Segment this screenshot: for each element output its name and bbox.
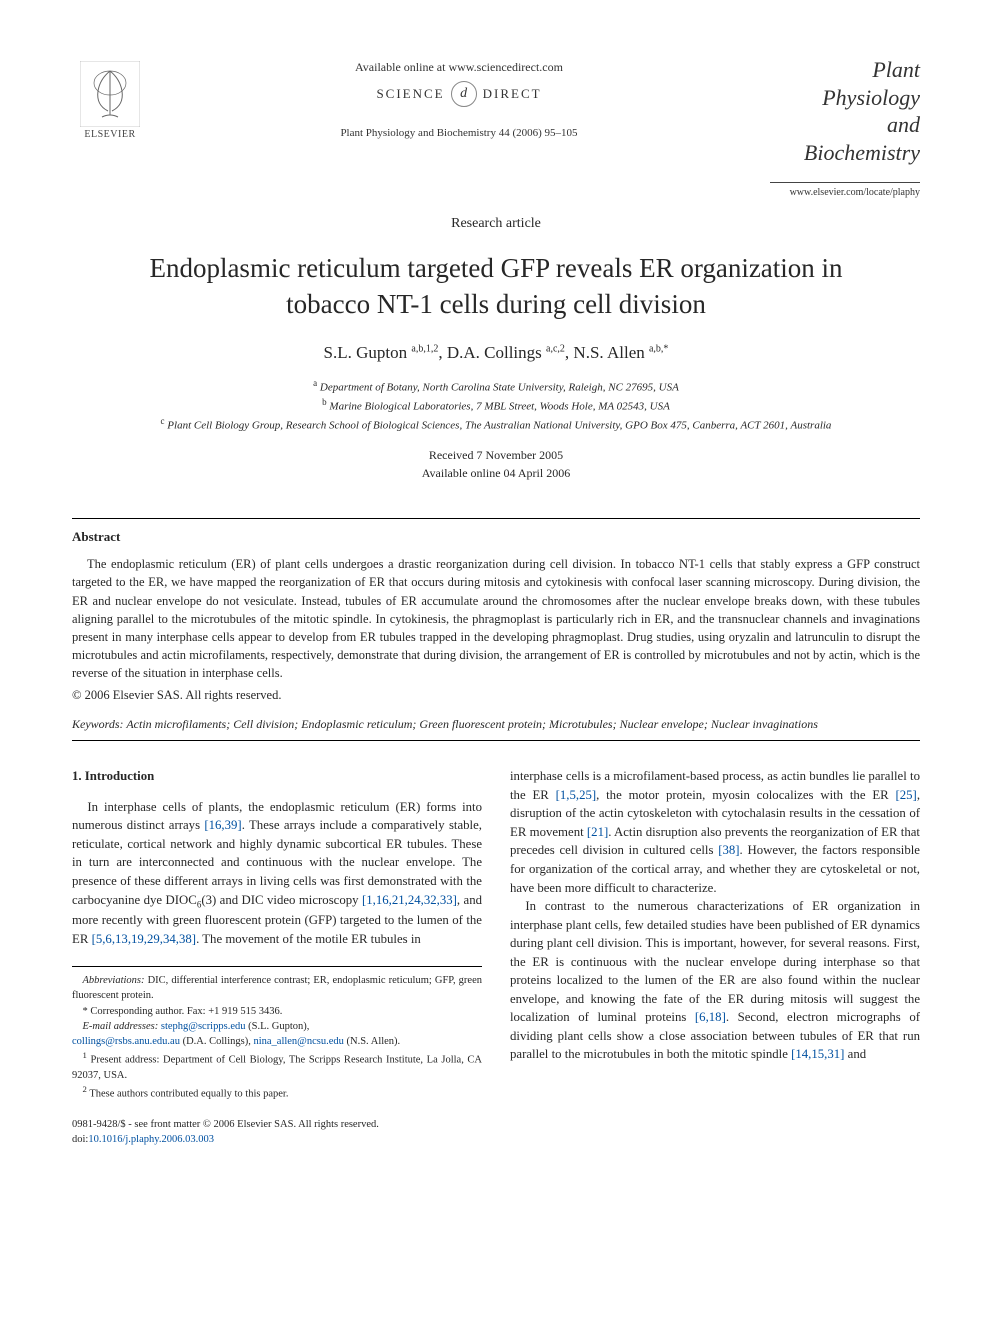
footnotes-block: Abbreviations: DIC, differential interfe… (72, 966, 482, 1102)
abstract-heading: Abstract (72, 529, 920, 545)
elsevier-caption: ELSEVIER (84, 129, 135, 140)
citation-link[interactable]: [1,5,25] (556, 788, 597, 802)
corresponding-author-footnote: * Corresponding author. Fax: +1 919 515 … (72, 1004, 482, 1019)
abbreviations-footnote: Abbreviations: DIC, differential interfe… (72, 973, 482, 1003)
column-right: interphase cells is a microfilament-base… (510, 767, 920, 1147)
sd-glyph-icon: d (451, 81, 477, 107)
issn-line: 0981-9428/$ - see front matter © 2006 El… (72, 1118, 482, 1133)
sd-word-right: DIRECT (483, 86, 542, 102)
author-affil-marks: a,c,2 (546, 343, 565, 354)
header-center: Available online at www.sciencedirect.co… (148, 56, 770, 139)
journal-url[interactable]: www.elsevier.com/locate/plaphy (770, 187, 920, 198)
column-left: 1. Introduction In interphase cells of p… (72, 767, 482, 1147)
journal-brand-line: Biochemistry (770, 139, 920, 167)
article-title: Endoplasmic reticulum targeted GFP revea… (112, 250, 880, 323)
page-footer: 0981-9428/$ - see front matter © 2006 El… (72, 1118, 482, 1147)
email-footnote-line2: collings@rsbs.anu.edu.au (D.A. Collings)… (72, 1034, 482, 1049)
author: S.L. Gupton (324, 343, 412, 362)
citation-link[interactable]: [16,39] (204, 818, 241, 832)
received-date: Received 7 November 2005 (72, 446, 920, 464)
intro-paragraph-cont: interphase cells is a microfilament-base… (510, 767, 920, 897)
author-affil-marks: a,b,1,2 (411, 343, 438, 354)
sd-word-left: SCIENCE (376, 86, 444, 102)
journal-brand-line: Plant (770, 56, 920, 84)
keywords-label: Keywords: (72, 717, 124, 731)
divider (72, 740, 920, 741)
abstract-section: Abstract The endoplasmic reticulum (ER) … (72, 529, 920, 703)
equal-contrib-footnote: 2 These authors contributed equally to t… (72, 1083, 482, 1102)
journal-citation: Plant Physiology and Biochemistry 44 (20… (148, 127, 770, 139)
author-affil-marks: a,b,* (649, 343, 668, 354)
body-columns: 1. Introduction In interphase cells of p… (72, 767, 920, 1147)
author-list: S.L. Gupton a,b,1,2, D.A. Collings a,c,2… (72, 343, 920, 363)
elsevier-tree-icon (80, 61, 140, 127)
author: , D.A. Collings (438, 343, 546, 362)
author: , N.S. Allen (565, 343, 649, 362)
citation-link[interactable]: [38] (718, 843, 739, 857)
email-footnote: E-mail addresses: stephg@scripps.edu (S.… (72, 1019, 482, 1034)
citation-link[interactable]: [25] (895, 788, 916, 802)
affiliation-a: Department of Botany, North Carolina Sta… (320, 382, 679, 394)
present-address-footnote: 1 Present address: Department of Cell Bi… (72, 1049, 482, 1083)
intro-paragraph: In interphase cells of plants, the endop… (72, 798, 482, 948)
introduction-heading: 1. Introduction (72, 767, 482, 786)
sciencedirect-logo: SCIENCE d DIRECT (148, 81, 770, 107)
email-link[interactable]: collings@rsbs.anu.edu.au (72, 1036, 180, 1047)
journal-brand-line: and (770, 111, 920, 139)
keywords-line: Keywords: Actin microfilaments; Cell div… (72, 717, 920, 732)
citation-link[interactable]: [14,15,31] (791, 1047, 844, 1061)
abstract-body: The endoplasmic reticulum (ER) of plant … (72, 555, 920, 682)
doi-line: doi:10.1016/j.plaphy.2006.03.003 (72, 1133, 482, 1148)
citation-link[interactable]: [6,18] (695, 1010, 726, 1024)
intro-paragraph-2: In contrast to the numerous characteriza… (510, 897, 920, 1064)
affiliation-b: Marine Biological Laboratories, 7 MBL St… (329, 401, 669, 413)
divider (72, 518, 920, 519)
page-header: ELSEVIER Available online at www.science… (72, 56, 920, 208)
available-online-text: Available online at www.sciencedirect.co… (148, 60, 770, 75)
doi-link[interactable]: 10.1016/j.plaphy.2006.03.003 (88, 1134, 214, 1145)
affiliation-c: Plant Cell Biology Group, Research Schoo… (167, 420, 831, 432)
citation-link[interactable]: [5,6,13,19,29,34,38] (92, 932, 197, 946)
article-dates: Received 7 November 2005 Available onlin… (72, 446, 920, 482)
email-link[interactable]: stephg@scripps.edu (161, 1021, 246, 1032)
online-date: Available online 04 April 2006 (72, 464, 920, 482)
keywords-text: Actin microfilaments; Cell division; End… (124, 717, 818, 731)
journal-brand-block: Plant Physiology and Biochemistry www.el… (770, 56, 920, 208)
email-link[interactable]: nina_allen@ncsu.edu (253, 1036, 343, 1047)
article-type: Research article (72, 216, 920, 232)
citation-link[interactable]: [21] (587, 825, 608, 839)
copyright-line: © 2006 Elsevier SAS. All rights reserved… (72, 688, 920, 703)
journal-brand-line: Physiology (770, 84, 920, 112)
elsevier-logo: ELSEVIER (72, 56, 148, 140)
citation-link[interactable]: [1,16,21,24,32,33] (362, 893, 457, 907)
affiliations: a Department of Botany, North Carolina S… (72, 377, 920, 434)
